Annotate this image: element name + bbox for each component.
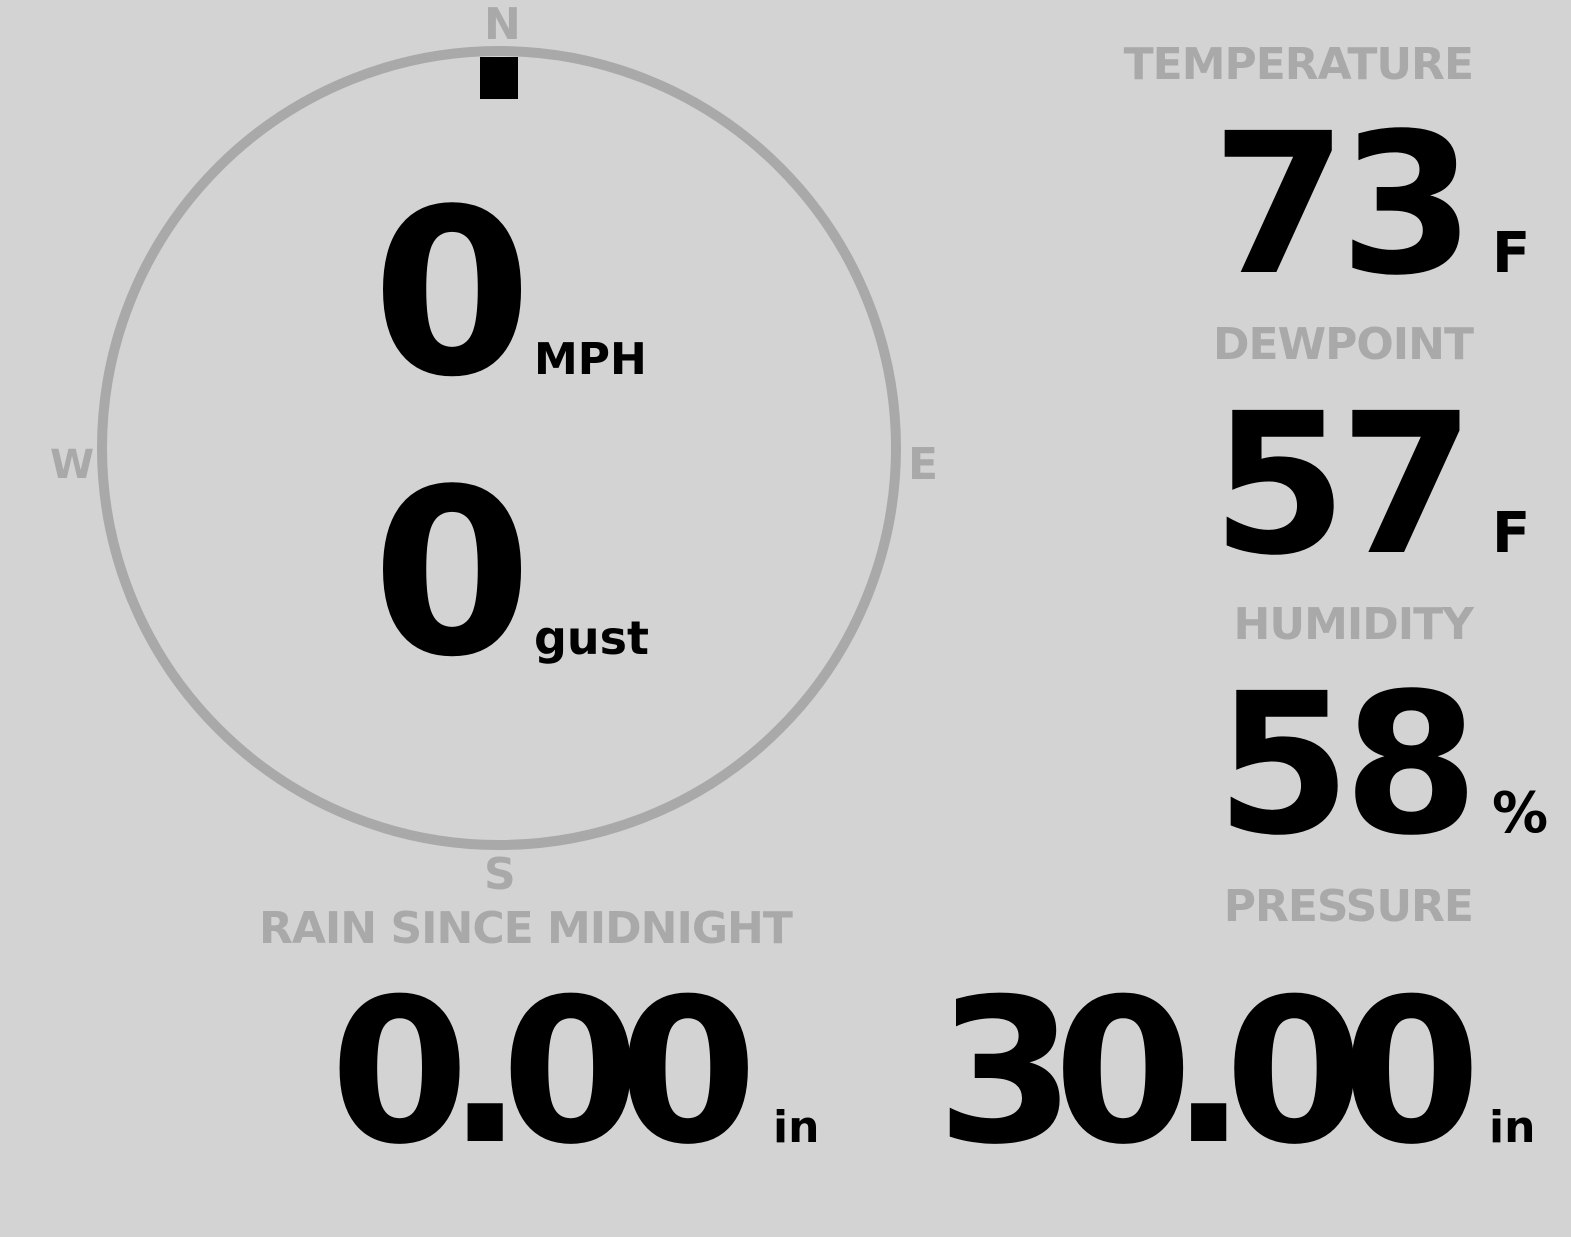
compass-ring: [97, 46, 901, 850]
pressure-label: PRESSURE: [1223, 881, 1474, 932]
compass-east-label: E: [908, 439, 939, 490]
temperature-unit: F: [1492, 221, 1531, 286]
rain-label: RAIN SINCE MIDNIGHT: [259, 903, 793, 954]
temperature-value: 73: [1211, 91, 1475, 318]
dewpoint-value: 57: [1211, 371, 1475, 598]
rain-unit: in: [773, 1102, 820, 1153]
dewpoint-unit: F: [1492, 501, 1531, 566]
temperature-label: TEMPERATURE: [1123, 39, 1474, 90]
wind-gust-unit: gust: [534, 611, 650, 665]
compass-north-label: N: [484, 0, 521, 50]
dewpoint-label: DEWPOINT: [1213, 319, 1474, 370]
pressure-value: 30.00: [936, 956, 1481, 1189]
humidity-value: 58: [1215, 651, 1479, 878]
wind-speed-unit: MPH: [534, 334, 647, 385]
wind-compass: [97, 46, 901, 850]
pressure-unit: in: [1489, 1102, 1536, 1153]
rain-value: 0.00: [330, 956, 757, 1189]
compass-south-label: S: [484, 849, 516, 900]
wind-direction-marker: [480, 57, 518, 99]
wind-speed-value: 0: [372, 161, 532, 428]
humidity-unit: %: [1492, 781, 1549, 846]
wind-gust-value: 0: [372, 441, 532, 708]
humidity-label: HUMIDITY: [1233, 599, 1474, 650]
compass-west-label: W: [50, 442, 95, 488]
